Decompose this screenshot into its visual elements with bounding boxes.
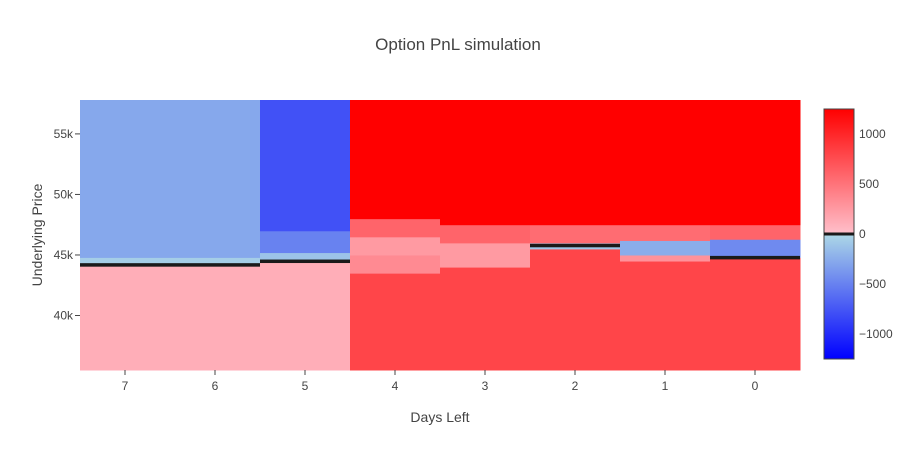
heatmap-cell bbox=[530, 224, 621, 244]
chart-title: Option PnL simulation bbox=[375, 35, 541, 54]
heatmap-cell bbox=[80, 257, 171, 266]
heatmap-cell bbox=[260, 261, 351, 371]
heatmap-cell bbox=[350, 273, 441, 371]
breakeven-contour bbox=[170, 263, 260, 267]
heatmap-cell bbox=[170, 264, 261, 371]
breakeven-contour bbox=[80, 263, 170, 267]
heatmap-cell bbox=[440, 242, 531, 268]
heatmap-cell bbox=[710, 257, 801, 371]
x-axis-label: Days Left bbox=[410, 409, 469, 425]
heatmap-cell bbox=[440, 267, 531, 371]
colorbar-zero-line bbox=[824, 232, 854, 236]
y-tick-label: 50k bbox=[54, 187, 74, 201]
breakeven-contour bbox=[260, 259, 350, 264]
heatmap-cell bbox=[530, 248, 621, 371]
heatmap-cell bbox=[620, 254, 711, 262]
colorbar-tick-label: −1000 bbox=[859, 327, 893, 341]
heatmap-cell bbox=[710, 100, 801, 226]
heatmap-cell bbox=[350, 100, 441, 220]
x-tick-label: 6 bbox=[212, 379, 219, 393]
heatmap-cell bbox=[620, 224, 711, 241]
x-tick-label: 2 bbox=[572, 379, 579, 393]
heatmap-cell bbox=[170, 257, 261, 266]
heatmap-cell bbox=[170, 100, 261, 258]
x-tick-label: 5 bbox=[302, 379, 309, 393]
y-tick-label: 40k bbox=[54, 309, 74, 323]
heatmap-cell bbox=[440, 224, 531, 244]
heatmap-cell bbox=[80, 100, 171, 258]
heatmap-cell bbox=[350, 254, 441, 274]
colorbar: 1000 500 0 −500 −1000 bbox=[823, 108, 893, 360]
heatmap-cell bbox=[620, 100, 711, 226]
y-axis-label: Underlying Price bbox=[29, 183, 45, 286]
heatmap-cell bbox=[260, 230, 351, 254]
breakeven-contour bbox=[710, 255, 800, 260]
heatmap-cell bbox=[350, 218, 441, 238]
heatmap-cell bbox=[710, 224, 801, 240]
heatmap-cells bbox=[80, 100, 801, 371]
y-tick-label: 45k bbox=[54, 248, 74, 262]
y-axis-ticks: 40k 45k 50k 55k bbox=[54, 127, 80, 323]
y-tick-label: 55k bbox=[54, 127, 74, 141]
heatmap-cell bbox=[80, 264, 171, 371]
heatmap-cell bbox=[440, 100, 531, 226]
heatmap-cell bbox=[260, 252, 351, 262]
x-tick-label: 4 bbox=[392, 379, 399, 393]
heatmap-cell bbox=[710, 239, 801, 258]
x-tick-label: 7 bbox=[122, 379, 129, 393]
x-axis-ticks: 7 6 5 4 3 2 1 0 bbox=[122, 370, 759, 393]
colorbar-tick-label: −500 bbox=[859, 277, 886, 291]
colorbar-tick-label: 500 bbox=[859, 177, 879, 191]
heatmap-cell bbox=[530, 100, 621, 226]
x-tick-label: 3 bbox=[482, 379, 489, 393]
x-tick-label: 0 bbox=[752, 379, 759, 393]
breakeven-contour bbox=[530, 243, 620, 248]
heatmap-cell bbox=[260, 100, 351, 232]
heatmap-cell bbox=[620, 240, 711, 256]
colorbar-tick-label: 1000 bbox=[859, 127, 886, 141]
x-tick-label: 1 bbox=[662, 379, 669, 393]
colorbar-tick-label: 0 bbox=[859, 227, 866, 241]
heatmap-cell bbox=[620, 261, 711, 371]
heatmap-cell bbox=[350, 236, 441, 256]
